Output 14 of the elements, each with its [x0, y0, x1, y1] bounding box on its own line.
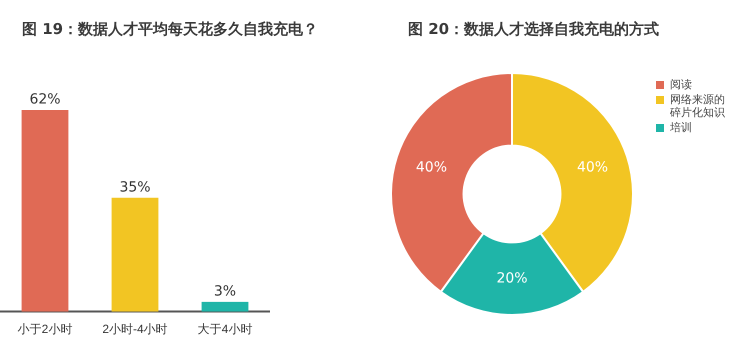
x-tick-label: 2小时-4小时	[102, 322, 168, 336]
chart-title: 图 20：数据人才选择自我充电的方式	[408, 20, 660, 39]
legend-label: 培训	[670, 121, 692, 134]
x-tick-label: 大于4小时	[198, 322, 252, 336]
x-tick-label: 小于2小时	[18, 322, 72, 336]
chart-title: 图 19：数据人才平均每天花多久自我充电？	[22, 20, 318, 39]
data-label: 3%	[214, 283, 236, 300]
data-label: 40%	[416, 159, 448, 176]
data-label: 40%	[576, 159, 608, 176]
data-label: 20%	[496, 270, 528, 286]
data-label: 35%	[119, 179, 151, 196]
legend-label: 网络来源的碎片化知识	[670, 93, 726, 119]
legend-label: 阅读	[670, 78, 692, 91]
data-label: 62%	[29, 92, 61, 108]
